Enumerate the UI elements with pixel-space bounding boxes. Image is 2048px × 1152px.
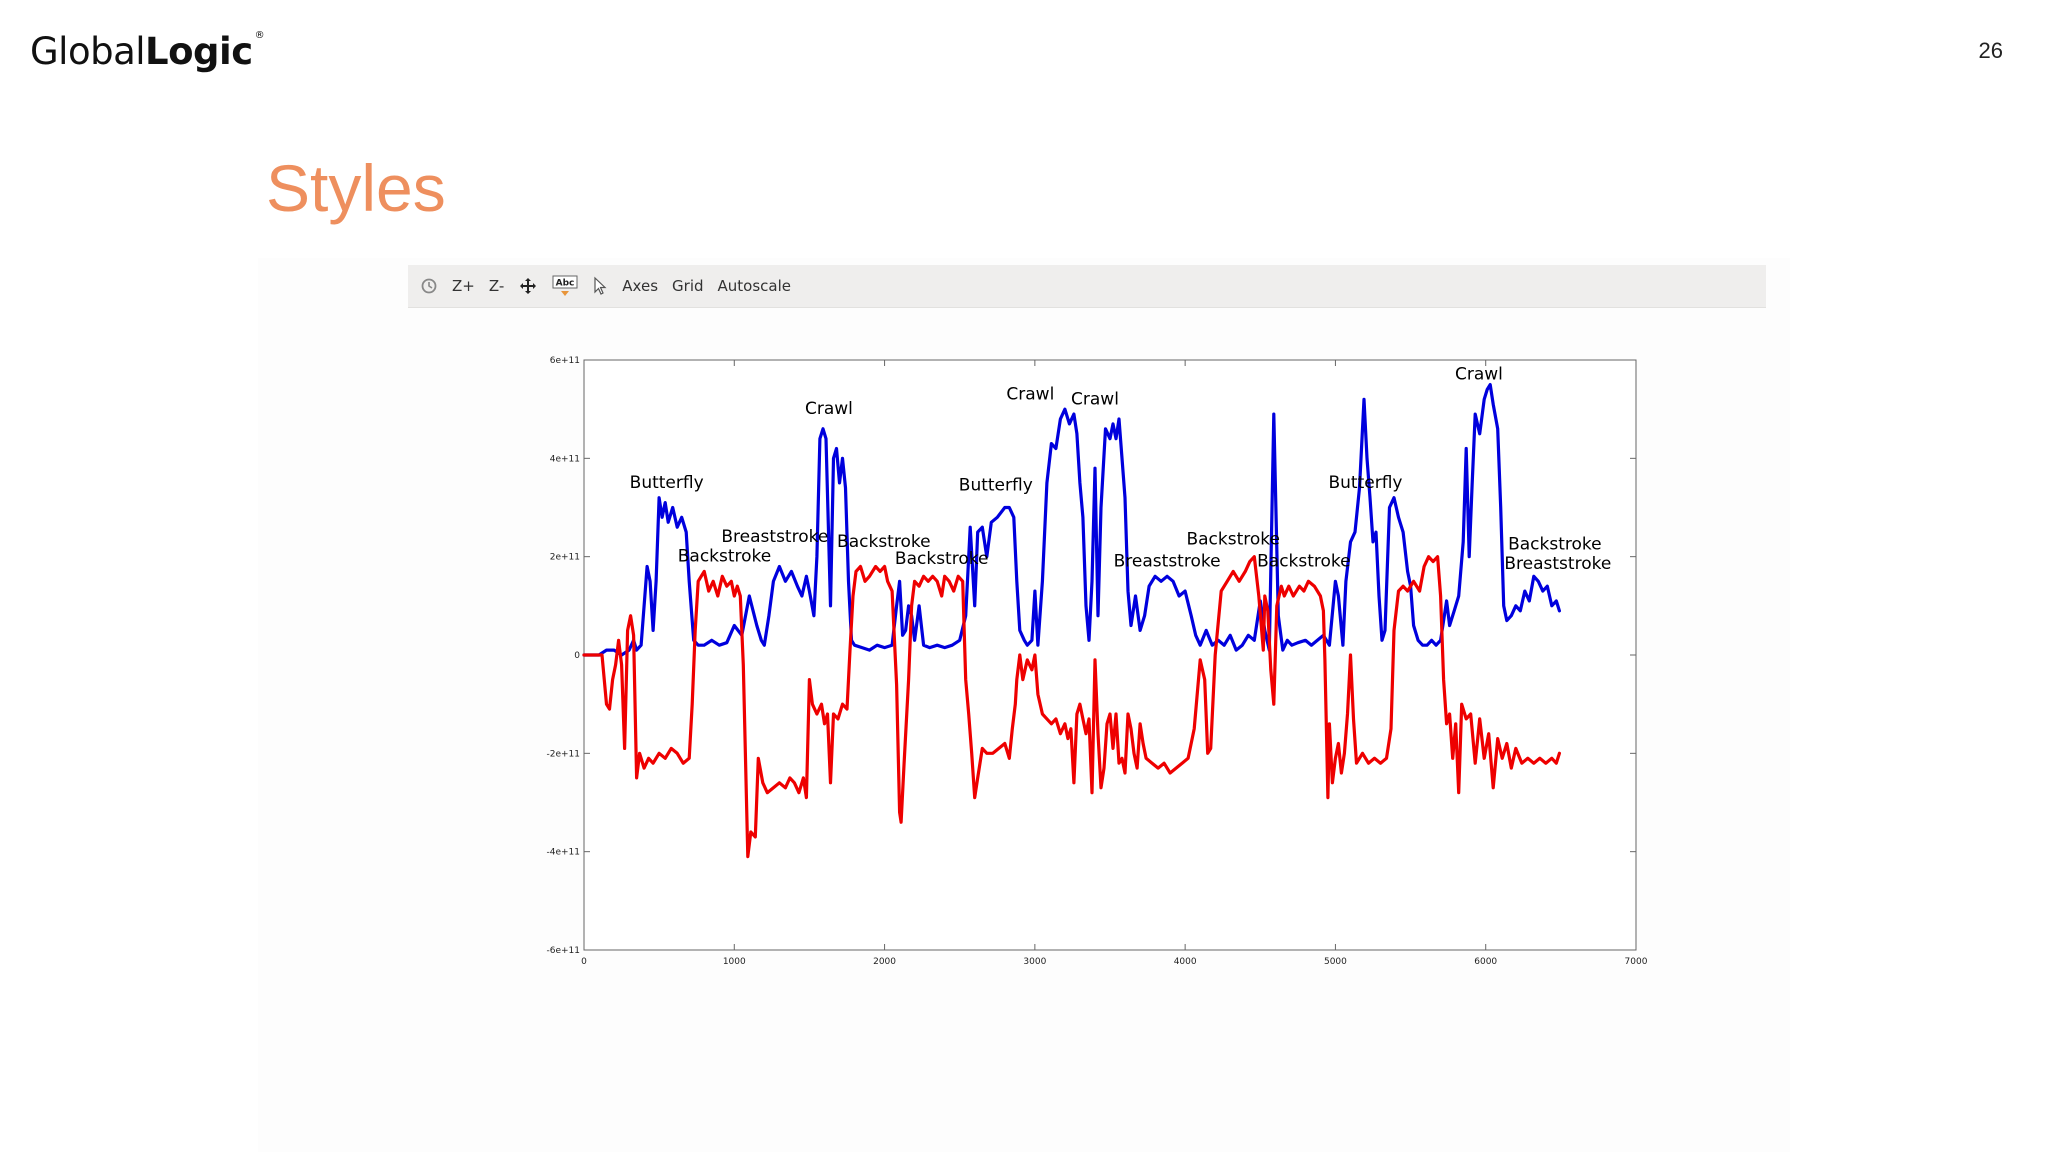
stroke-annotation-label: Butterfly — [959, 475, 1033, 495]
stroke-annotation-label: Backstroke — [1186, 529, 1280, 549]
x-tick-label: 6000 — [1474, 957, 1497, 967]
autoscale-button[interactable]: Autoscale — [717, 277, 791, 295]
stroke-annotation-label: Crawl — [805, 399, 853, 419]
stroke-annotation-label: Backstroke — [895, 549, 989, 569]
zoom-out-button[interactable]: Z- — [488, 277, 505, 295]
stroke-annotation-label: Backstroke — [678, 547, 772, 567]
grid-button[interactable]: Grid — [672, 277, 704, 295]
axes-button[interactable]: Axes — [622, 277, 659, 295]
x-tick-label: 4000 — [1174, 957, 1197, 967]
text-annotation-label: Abc — [556, 279, 575, 289]
stroke-annotation-label: Crawl — [1071, 389, 1119, 409]
stroke-annotation-label: Butterfly — [630, 473, 704, 493]
y-tick-label: 2e+11 — [550, 553, 580, 563]
x-tick-label: 3000 — [1023, 957, 1046, 967]
swim-styles-chart: 0 1000 2000 3000 4000 5000 6000 7000 6e+11 4e+11 2… — [546, 356, 1648, 967]
stroke-annotation-label: Backstroke — [1257, 552, 1351, 572]
stroke-annotation-label: Breaststroke — [721, 527, 828, 547]
stroke-annotation-label: Backstroke — [1508, 534, 1602, 554]
y-tick-label: 4e+11 — [550, 454, 580, 464]
pointer-select-icon[interactable] — [592, 276, 608, 296]
plot-toolbar: Z+ Z- Abc Axes Grid Autoscale — [408, 265, 1766, 308]
globallogic-logo: GlobalLogic ® — [30, 30, 265, 73]
stroke-annotation-label: Crawl — [1006, 384, 1054, 404]
reset-view-icon[interactable] — [420, 277, 438, 295]
series-line-0 — [582, 383, 1561, 657]
x-tick-label: 2000 — [873, 957, 896, 967]
logo-text-regular: Global — [30, 30, 146, 73]
series-line-1 — [582, 555, 1561, 859]
x-tick-label: 7000 — [1625, 957, 1648, 967]
logo-registered-mark: ® — [254, 30, 265, 41]
stroke-annotation-label: Crawl — [1455, 365, 1503, 385]
page-number: 26 — [1978, 38, 2003, 63]
stroke-annotation-label: Backstroke — [837, 532, 931, 552]
text-annotation-icon[interactable]: Abc — [552, 274, 578, 298]
x-tick-label: 5000 — [1324, 957, 1347, 967]
y-tick-label: -2e+11 — [546, 749, 580, 759]
x-tick-label: 0 — [581, 957, 587, 967]
y-tick-label: 0 — [574, 651, 580, 661]
logo-text-bold: Logic — [145, 30, 253, 73]
zoom-in-button[interactable]: Z+ — [452, 277, 475, 295]
y-tick-label: -4e+11 — [546, 848, 580, 858]
pan-move-icon[interactable] — [518, 276, 538, 296]
slide-title: Styles — [266, 151, 446, 225]
y-tick-label: -6e+11 — [546, 946, 580, 956]
x-tick-label: 1000 — [723, 957, 746, 967]
stroke-annotation-label: Butterfly — [1328, 473, 1402, 493]
plot-frame — [583, 359, 1637, 951]
stroke-annotation-label: Breaststroke — [1114, 552, 1221, 572]
y-tick-label: 6e+11 — [550, 356, 580, 366]
stroke-annotation-label: Breaststroke — [1504, 554, 1611, 574]
